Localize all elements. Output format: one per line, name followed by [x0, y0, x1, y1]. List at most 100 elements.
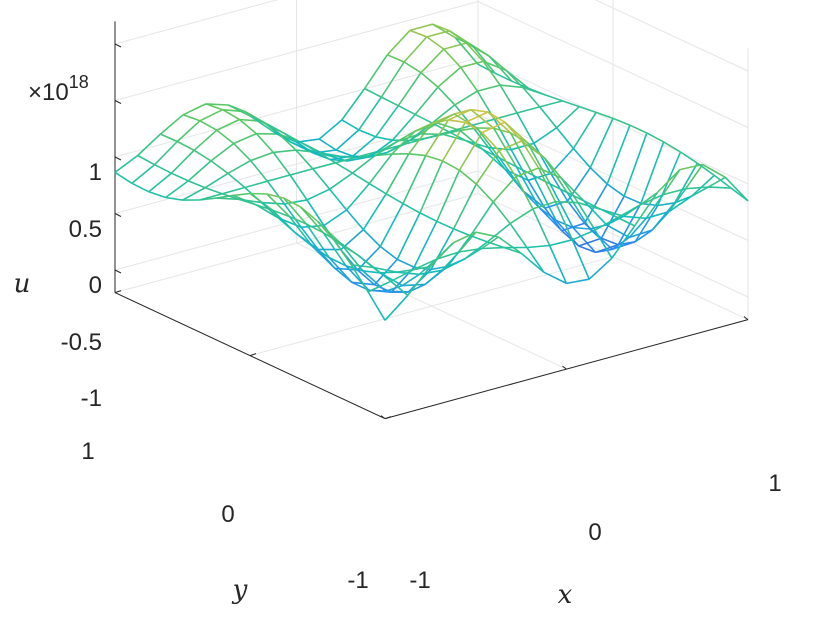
mesh-edge	[413, 220, 438, 268]
mesh-edge	[154, 163, 172, 174]
mesh-edge	[600, 208, 624, 218]
mesh-edge	[283, 197, 301, 208]
z-tick-label: 1	[89, 159, 102, 186]
mesh-edge	[674, 195, 692, 204]
mesh-edge	[634, 205, 659, 243]
y-tick-mark	[249, 353, 257, 357]
mesh-edge	[470, 108, 489, 113]
mesh-edge	[730, 187, 749, 202]
mesh-edge	[685, 186, 709, 190]
mesh-edge	[385, 193, 404, 205]
mesh-edge	[244, 180, 268, 189]
mesh-edge	[486, 222, 511, 243]
mesh-edge	[390, 268, 414, 283]
mesh-edge	[318, 151, 336, 164]
mesh-edge	[657, 151, 682, 206]
mesh-edge	[437, 86, 456, 106]
mesh-edge	[216, 129, 235, 145]
grid-line	[249, 256, 614, 357]
mesh-edge	[358, 129, 376, 138]
mesh-edge	[272, 151, 291, 176]
mesh-edge	[516, 166, 534, 177]
mesh-edge	[316, 220, 341, 244]
mesh-edge	[114, 154, 139, 174]
mesh-edge	[498, 150, 517, 178]
mesh-edge	[345, 209, 365, 231]
mesh-edge	[572, 226, 590, 230]
mesh-edge	[435, 242, 454, 260]
mesh-edge	[533, 142, 552, 174]
mesh-edge	[453, 228, 471, 237]
mesh-edge	[454, 37, 479, 65]
mesh-edge	[419, 269, 443, 276]
x-tick-mark	[380, 415, 386, 420]
mesh-edge	[509, 208, 534, 225]
mesh-edge	[414, 86, 439, 115]
mesh-edge	[702, 163, 726, 178]
mesh-edge	[334, 267, 353, 283]
mesh-edge	[294, 232, 319, 251]
mesh-edge	[379, 203, 404, 247]
mesh-edge	[623, 132, 648, 197]
mesh-edge	[379, 245, 398, 261]
mesh-edge	[623, 215, 647, 220]
mesh-edge	[341, 119, 360, 131]
mesh-edge	[193, 149, 212, 162]
mesh-edge	[266, 180, 285, 205]
mesh-edge	[640, 141, 665, 204]
mesh-edge	[277, 217, 296, 234]
mesh-edge	[679, 163, 703, 171]
mesh-edge	[384, 294, 409, 321]
mesh-edge	[526, 142, 545, 159]
mesh-edge	[409, 137, 427, 142]
mesh-edge	[379, 271, 397, 274]
mesh-edge	[516, 106, 540, 114]
mesh-edge	[562, 100, 580, 108]
z-exponent-label: ×1018	[28, 72, 89, 106]
mesh-edge	[583, 183, 608, 224]
mesh-edge	[499, 157, 517, 168]
mesh-edge	[426, 131, 450, 139]
mesh-edge	[470, 235, 488, 243]
mesh-edge	[352, 136, 377, 157]
mesh-edge	[205, 103, 229, 106]
mesh-edge	[322, 232, 347, 267]
mesh-edge	[583, 200, 602, 211]
mesh-edge	[555, 127, 575, 150]
mesh-edge	[333, 240, 352, 266]
mesh-edge	[577, 202, 596, 231]
mesh-edge	[572, 111, 597, 149]
mesh-edge	[436, 113, 455, 124]
mesh-edge	[273, 149, 296, 154]
mesh-edge	[420, 72, 439, 88]
mesh-edge	[493, 118, 512, 151]
y-tick-label: 0	[221, 501, 234, 528]
mesh-edge	[148, 172, 172, 193]
mesh-edge	[500, 84, 523, 89]
mesh-edge	[629, 124, 648, 134]
mesh-edge	[707, 176, 726, 188]
mesh-edge	[261, 201, 285, 205]
mesh-edge	[556, 106, 580, 129]
mesh-edge	[296, 138, 320, 143]
mesh-edge	[601, 237, 619, 246]
mesh-edge	[250, 115, 275, 133]
mesh-edge	[420, 48, 445, 74]
mesh-edge	[329, 172, 353, 190]
mesh-edge	[537, 167, 557, 203]
mesh-edge	[255, 204, 279, 219]
mesh-edge	[560, 177, 579, 204]
mesh-edge	[364, 87, 382, 98]
mesh-edge	[477, 63, 496, 74]
mesh-edge	[566, 200, 586, 224]
mesh-edge	[498, 140, 523, 152]
mesh-edge	[509, 223, 528, 248]
mesh-edge	[685, 164, 704, 190]
mesh-edge	[483, 60, 507, 71]
mesh-edge	[176, 120, 201, 143]
mesh-edge	[539, 100, 563, 108]
mesh-edge	[233, 132, 257, 145]
mesh-edge	[521, 140, 540, 169]
x-tick-label: 1	[768, 470, 781, 497]
mesh-edge	[543, 271, 567, 285]
